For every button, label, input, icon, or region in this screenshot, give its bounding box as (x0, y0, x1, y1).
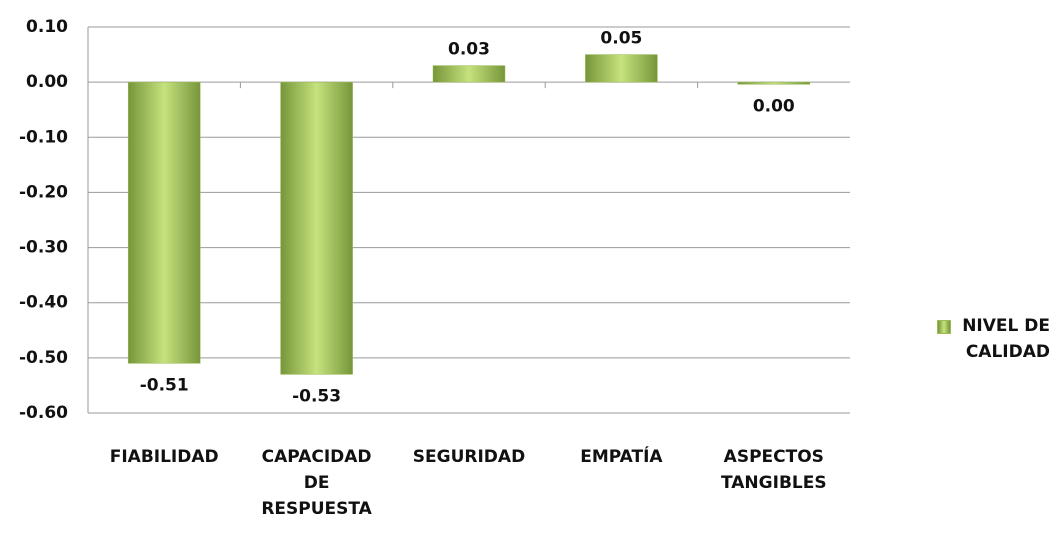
bar (432, 65, 506, 83)
y-tick-label: -0.50 (19, 348, 68, 368)
legend-label: NIVEL DE CALIDAD (962, 316, 1050, 362)
value-label: 0.03 (448, 40, 490, 60)
legend-swatch (937, 320, 951, 334)
x-tick-label: SEGURIDAD (412, 447, 526, 467)
bar (585, 54, 658, 83)
x-tick-label: ASPECTOS TANGIBLES (721, 447, 827, 493)
x-tick-label: EMPATÍA (580, 447, 663, 467)
y-tick-label: -0.10 (19, 127, 68, 147)
y-tick-label: 0.00 (26, 72, 68, 92)
bar (737, 81, 811, 85)
value-label: -0.51 (140, 375, 189, 395)
x-tick-label: CAPACIDAD DE RESPUESTA (261, 447, 372, 519)
value-label: 0.00 (753, 96, 795, 116)
y-tick-label: -0.40 (19, 293, 68, 313)
y-tick-label: -0.60 (19, 403, 68, 423)
y-tick-label: 0.10 (26, 17, 68, 37)
value-label: -0.53 (292, 386, 341, 406)
value-label: 0.05 (600, 29, 642, 49)
bar (280, 81, 353, 375)
y-tick-label: -0.30 (19, 238, 68, 258)
y-tick-label: -0.20 (19, 182, 68, 202)
x-tick-label: FIABILIDAD (109, 447, 219, 467)
bar (127, 81, 201, 364)
